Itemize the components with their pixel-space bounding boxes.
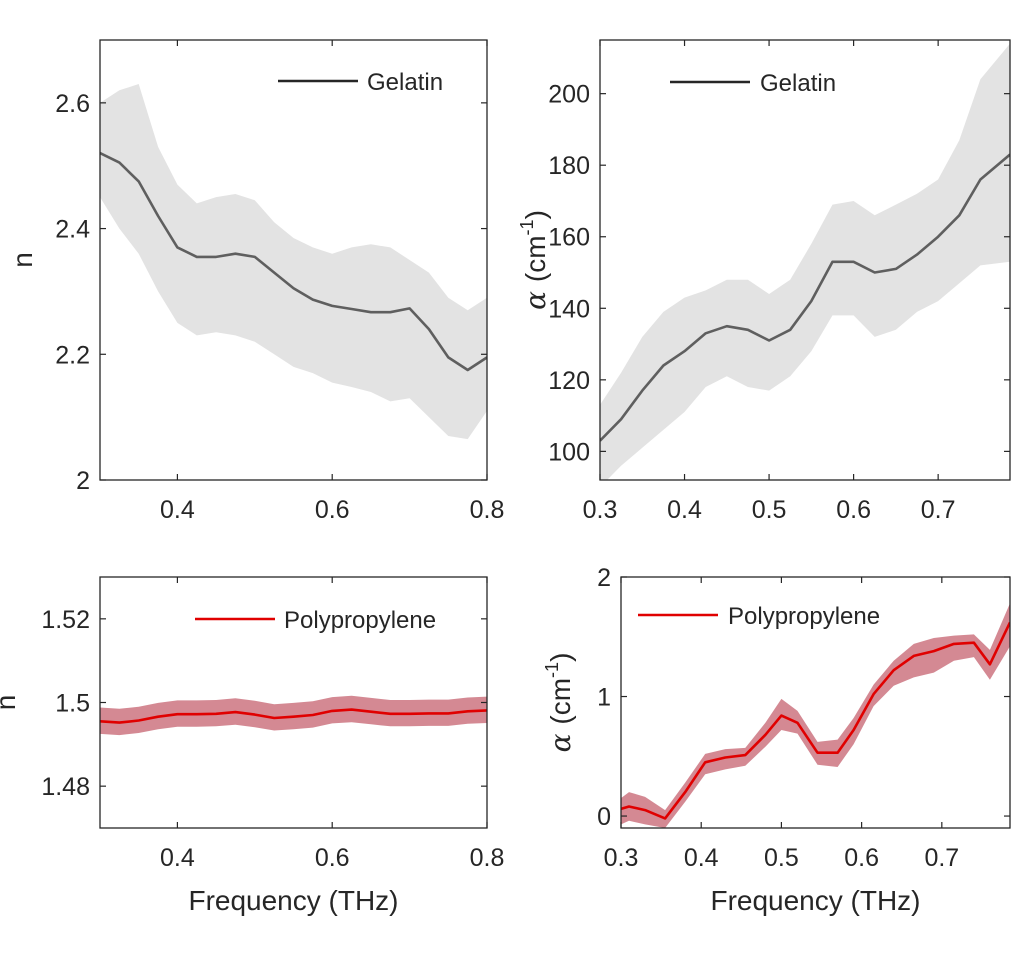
y-tick-label: 1.5 bbox=[55, 690, 90, 718]
series-line bbox=[600, 153, 1010, 442]
y-axis-unit-close: ) bbox=[545, 653, 576, 662]
legend-label: Gelatin bbox=[760, 70, 836, 97]
x-tick-label: 0.4 bbox=[160, 844, 195, 872]
x-tick-label: 0.4 bbox=[684, 844, 719, 872]
y-tick-label: 2.6 bbox=[55, 90, 90, 118]
y-axis-symbol: α bbox=[519, 282, 552, 310]
x-tick-label: 0.6 bbox=[315, 496, 350, 524]
y-axis-symbol: α bbox=[544, 725, 577, 753]
series-line bbox=[621, 621, 1010, 820]
uncertainty-band bbox=[600, 43, 1010, 480]
y-axis-unit: (cm bbox=[545, 678, 576, 725]
x-tick-label: 0.8 bbox=[470, 844, 505, 872]
legend-label: Polypropylene bbox=[284, 607, 436, 634]
legend-label: Gelatin bbox=[367, 69, 443, 96]
y-tick-label: 160 bbox=[548, 224, 590, 252]
x-tick-label: 0.5 bbox=[752, 496, 787, 524]
y-axis-label: n bbox=[7, 252, 38, 268]
legend: Gelatin bbox=[670, 70, 836, 97]
x-tick-label: 0.5 bbox=[764, 844, 799, 872]
plot-area bbox=[100, 695, 487, 736]
y-axis-label: α (cm-1) bbox=[517, 210, 552, 310]
panel-gelatin-refractive-index: 0.4 0.6 0.8 2 2.2 2.4 2.6 n Gelatin bbox=[7, 39, 505, 524]
plot-area bbox=[600, 43, 1010, 480]
uncertainty-band bbox=[621, 603, 1010, 828]
legend-label: Polypropylene bbox=[728, 603, 880, 630]
x-axis-label: Frequency (THz) bbox=[710, 885, 920, 916]
y-tick-label: 2 bbox=[597, 564, 611, 592]
y-tick-label: 1.48 bbox=[41, 773, 90, 801]
series-line bbox=[100, 708, 487, 724]
y-tick-label: 140 bbox=[548, 295, 590, 323]
panel-polypropylene-refractive-index: 0.4 0.6 0.8 1.48 1.5 1.52 n Frequency (THz) Poly… bbox=[0, 576, 505, 916]
legend: Gelatin bbox=[278, 69, 443, 96]
y-tick-label: 120 bbox=[548, 367, 590, 395]
y-axis-label: n bbox=[0, 695, 21, 711]
x-tick-label: 0.8 bbox=[470, 496, 505, 524]
x-tick-label: 0.7 bbox=[924, 844, 959, 872]
x-tick-label: 0.7 bbox=[921, 496, 956, 524]
y-tick-label: 1 bbox=[597, 684, 611, 712]
series-line bbox=[100, 151, 487, 372]
plot-area bbox=[621, 603, 1010, 828]
panel-polypropylene-absorption: 0.3 0.4 0.5 0.6 0.7 0 1 2 α (cm-1) Frequency (THz… bbox=[542, 564, 1011, 916]
axes-box bbox=[620, 576, 1011, 829]
x-tick-label: 0.3 bbox=[604, 844, 639, 872]
x-tick-label: 0.4 bbox=[160, 496, 195, 524]
y-tick-label: 180 bbox=[548, 152, 590, 180]
x-tick-label: 0.4 bbox=[667, 496, 702, 524]
y-axis-unit: (cm bbox=[520, 235, 551, 282]
y-tick-label: 2.4 bbox=[55, 216, 90, 244]
panel-gelatin-absorption: 0.3 0.4 0.5 0.6 0.7 100 120 140 160 180 200 α (cm-1… bbox=[517, 39, 1011, 524]
legend: Polypropylene bbox=[195, 607, 436, 634]
uncertainty-band bbox=[100, 84, 487, 440]
x-tick-label: 0.3 bbox=[583, 496, 618, 524]
y-tick-label: 200 bbox=[548, 81, 590, 109]
x-axis-label: Frequency (THz) bbox=[188, 885, 398, 916]
x-tick-label: 0.6 bbox=[844, 844, 879, 872]
y-tick-label: 100 bbox=[548, 438, 590, 466]
y-axis-label: α (cm-1) bbox=[542, 653, 577, 753]
y-tick-label: 1.52 bbox=[41, 606, 90, 634]
x-tick-label: 0.6 bbox=[315, 844, 350, 872]
axes-box bbox=[99, 39, 488, 481]
y-tick-label: 0 bbox=[597, 803, 611, 831]
legend: Polypropylene bbox=[638, 603, 880, 630]
y-tick-label: 2.2 bbox=[55, 341, 90, 369]
y-axis-unit-exponent: -1 bbox=[517, 219, 537, 235]
axes-box bbox=[599, 39, 1011, 481]
plot-area bbox=[100, 84, 487, 440]
y-axis-unit-close: ) bbox=[520, 210, 551, 219]
x-tick-label: 0.6 bbox=[836, 496, 871, 524]
y-axis-unit-exponent: -1 bbox=[542, 662, 562, 678]
y-tick-label: 2 bbox=[76, 467, 90, 495]
